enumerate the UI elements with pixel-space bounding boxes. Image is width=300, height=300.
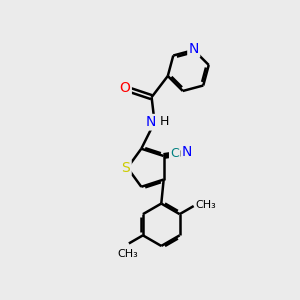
Text: H: H xyxy=(159,115,169,128)
Text: CH₃: CH₃ xyxy=(117,249,138,259)
Text: CH₃: CH₃ xyxy=(195,200,216,210)
Text: O: O xyxy=(120,81,130,95)
Text: C: C xyxy=(170,147,179,160)
Text: N: N xyxy=(146,115,156,129)
Text: S: S xyxy=(122,161,130,175)
Text: N: N xyxy=(182,145,192,159)
Text: N: N xyxy=(189,42,199,56)
